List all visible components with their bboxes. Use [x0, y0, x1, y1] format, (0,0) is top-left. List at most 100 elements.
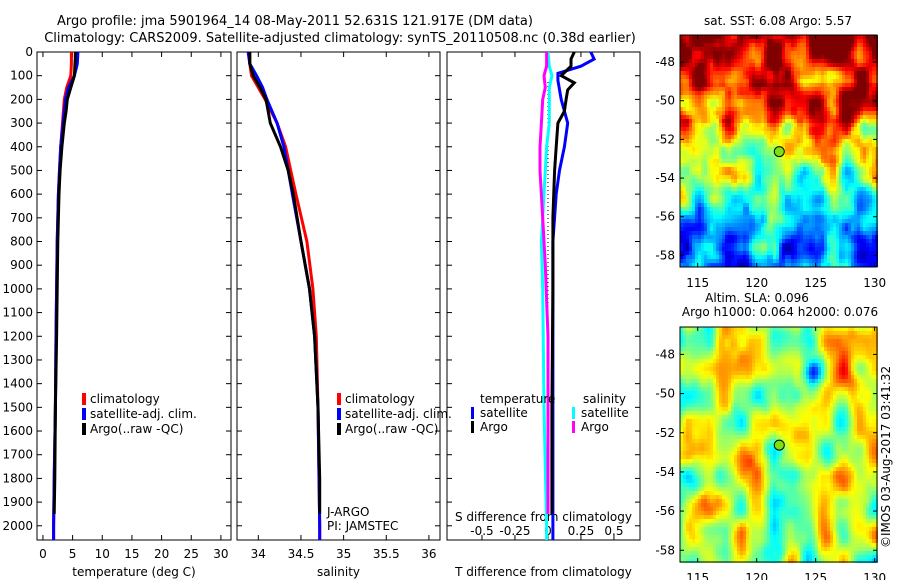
- map-cell: [872, 247, 875, 251]
- map-cell: [821, 183, 824, 187]
- map-cell: [743, 107, 746, 111]
- map-cell: [854, 35, 857, 39]
- map-cell: [860, 131, 863, 135]
- map-cell: [860, 175, 863, 179]
- map-cell: [686, 503, 689, 507]
- map-cell: [800, 151, 803, 155]
- map-cell: [818, 35, 821, 39]
- map-cell: [683, 515, 686, 519]
- map-cell: [833, 123, 836, 127]
- map-cell: [824, 215, 827, 219]
- map-cell: [689, 167, 692, 171]
- map-cell: [713, 331, 716, 335]
- map-cell: [779, 43, 782, 47]
- map-cell: [692, 215, 695, 219]
- map-cell: [806, 231, 809, 235]
- map-cell: [755, 111, 758, 115]
- map-cell: [836, 163, 839, 167]
- map-cell: [809, 175, 812, 179]
- map-cell: [698, 179, 701, 183]
- map-cell: [707, 403, 710, 407]
- map-cell: [785, 143, 788, 147]
- map-cell: [713, 415, 716, 419]
- map-cell: [779, 59, 782, 63]
- map-cell: [710, 119, 713, 123]
- map-cell: [842, 211, 845, 215]
- map-cell: [713, 35, 716, 39]
- map-cell: [809, 159, 812, 163]
- map-cell: [791, 215, 794, 219]
- map-cell: [701, 439, 704, 443]
- map-cell: [779, 103, 782, 107]
- map-cell: [773, 223, 776, 227]
- map-cell: [734, 71, 737, 75]
- map-cell: [719, 491, 722, 495]
- map-cell: [788, 103, 791, 107]
- map-cell: [737, 171, 740, 175]
- map-cell: [683, 411, 686, 415]
- map-cell: [698, 367, 701, 371]
- map-cell: [695, 467, 698, 471]
- map-cell: [845, 139, 848, 143]
- map-cell: [719, 471, 722, 475]
- map-cell: [812, 127, 815, 131]
- map-cell: [752, 67, 755, 71]
- map-cell: [695, 243, 698, 247]
- map-cell: [857, 107, 860, 111]
- map-cell: [713, 91, 716, 95]
- map-cell: [770, 79, 773, 83]
- map-cell: [794, 55, 797, 59]
- map-cell: [830, 199, 833, 203]
- map-cell: [728, 123, 731, 127]
- map-cell: [719, 527, 722, 531]
- map-cell: [704, 131, 707, 135]
- map-cell: [704, 535, 707, 539]
- map-cell: [842, 223, 845, 227]
- map-cell: [824, 159, 827, 163]
- map-cell: [707, 543, 710, 547]
- map-cell: [698, 67, 701, 71]
- map-cell: [716, 187, 719, 191]
- map-cell: [710, 91, 713, 95]
- map-cell: [797, 103, 800, 107]
- map-cell: [740, 91, 743, 95]
- map-cell: [704, 155, 707, 159]
- map-cell: [824, 35, 827, 39]
- map-cell: [863, 231, 866, 235]
- map-cell: [764, 115, 767, 119]
- map-cell: [704, 507, 707, 511]
- map-cell: [794, 263, 797, 267]
- map-cell: [779, 179, 782, 183]
- map-cell: [839, 183, 842, 187]
- map-cell: [716, 363, 719, 367]
- map-cell: [716, 351, 719, 355]
- map-cell: [827, 127, 830, 131]
- map-cell: [716, 123, 719, 127]
- map-cell: [683, 67, 686, 71]
- map-cell: [851, 75, 854, 79]
- map-cell: [710, 87, 713, 91]
- map-cell: [707, 127, 710, 131]
- map-cell: [731, 55, 734, 59]
- map-cell: [863, 263, 866, 267]
- map-cell: [707, 179, 710, 183]
- map-cell: [848, 35, 851, 39]
- map-cell: [686, 327, 689, 331]
- map-cell: [686, 403, 689, 407]
- map-cell: [731, 231, 734, 235]
- map-cell: [818, 135, 821, 139]
- map-cell: [713, 347, 716, 351]
- map-cell: [791, 155, 794, 159]
- map-cell: [710, 251, 713, 255]
- map-cell: [839, 151, 842, 155]
- map-cell: [788, 255, 791, 259]
- map-cell: [845, 79, 848, 83]
- map-cell: [809, 147, 812, 151]
- map-cell: [848, 251, 851, 255]
- map-cell: [716, 43, 719, 47]
- map-cell: [695, 483, 698, 487]
- map-cell: [770, 115, 773, 119]
- map-cell: [689, 147, 692, 151]
- map-cell: [689, 383, 692, 387]
- map-cell: [752, 219, 755, 223]
